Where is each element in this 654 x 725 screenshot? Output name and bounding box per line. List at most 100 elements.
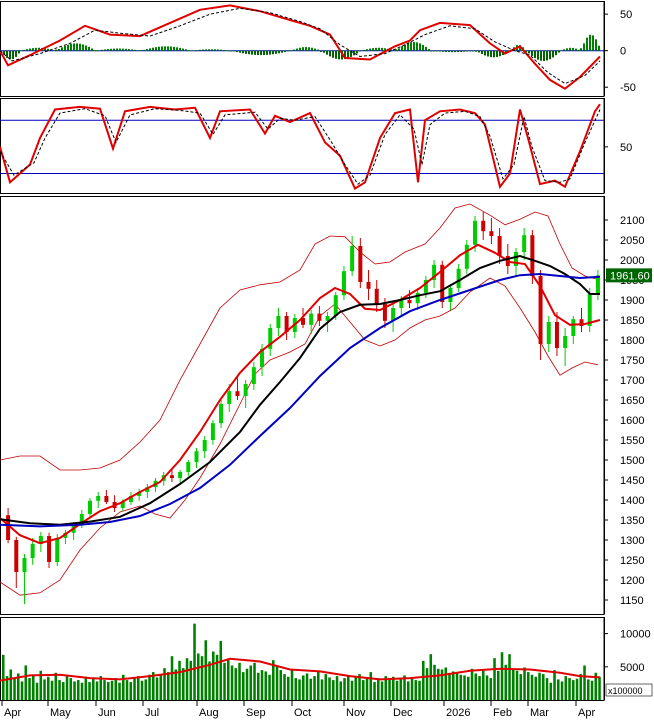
volume-bar [459, 674, 463, 700]
volume-bar [88, 682, 91, 700]
price-candle-body [120, 502, 125, 508]
macd-histogram-bar [64, 45, 66, 51]
price-candle-body [473, 220, 478, 245]
volume-bar [54, 672, 58, 700]
price-y-tick-label: 1850 [620, 315, 644, 327]
volume-bar [62, 682, 65, 700]
price-candle-body [47, 536, 52, 562]
price-candle-body [391, 308, 396, 321]
volume-unit-box [605, 683, 653, 697]
macd-histogram-bar [47, 48, 49, 51]
price-y-tick-label: 1200 [620, 575, 644, 587]
price-y-tick-label: 1550 [620, 435, 644, 447]
volume-bar [234, 668, 238, 700]
macd-histogram-bar [398, 48, 400, 51]
macd-histogram-bar [20, 50, 22, 52]
volume-bar [572, 680, 575, 700]
macd-histogram-bar [182, 48, 184, 51]
volume-bar [358, 674, 361, 700]
volume-bar [28, 678, 31, 700]
macd-histogram-bar [119, 48, 121, 51]
macd-histogram-bar [338, 50, 340, 60]
volume-bar [515, 670, 519, 700]
price-y-tick-label: 1650 [620, 395, 644, 407]
macd-histogram-bar [290, 50, 292, 51]
macd-histogram-bar [211, 49, 213, 51]
macd-histogram-bar [3, 50, 5, 55]
volume-bar [200, 656, 204, 700]
macd-histogram-bar [401, 46, 403, 51]
macd-histogram-bar [481, 50, 483, 55]
macd-histogram-bar [214, 49, 216, 51]
volume-bar [332, 680, 335, 700]
macd-histogram-bar [496, 50, 498, 57]
x-axis-tick-label: May [50, 707, 71, 719]
volume-bar [118, 682, 121, 700]
macd-histogram-bar [534, 50, 536, 59]
volume-bar [512, 669, 515, 700]
x-axis-tick-label: Apr [578, 707, 595, 719]
price-y-tick-label: 1400 [620, 495, 644, 507]
macd-histogram-bar [143, 49, 145, 51]
price-candle-body [423, 280, 428, 293]
macd-histogram-bar [558, 50, 560, 53]
price-candle-body [440, 264, 445, 302]
stochastic-y-tick-label: 50 [620, 142, 632, 154]
price-candle-body [538, 276, 543, 344]
macd-histogram-bar [167, 46, 169, 51]
macd-histogram-bar [193, 50, 195, 52]
macd-histogram-bar [278, 50, 280, 54]
macd-histogram-bar [356, 50, 358, 54]
macd-histogram-bar [164, 46, 166, 51]
price-candle-body [178, 472, 183, 478]
price-band-lower-line [0, 277, 599, 596]
volume-bar [354, 677, 358, 700]
macd-histogram-bar [552, 50, 554, 58]
macd-histogram-bar [260, 50, 262, 56]
macd-histogram-bar [416, 42, 418, 51]
macd-histogram-bar [478, 50, 480, 53]
volume-bar [452, 671, 455, 700]
price-candle-body [202, 440, 207, 452]
macd-histogram-bar [566, 48, 568, 51]
price-candle-body [30, 544, 35, 558]
macd-histogram-bar [281, 50, 283, 53]
volume-bar [437, 668, 440, 700]
x-axis-tick-label: Oct [294, 707, 311, 719]
chart-content [0, 4, 604, 700]
volume-bar [227, 660, 230, 700]
price-candle-body [563, 336, 568, 348]
volume-bar [598, 676, 601, 700]
volume-bar [5, 676, 9, 700]
last-price-badge [606, 268, 652, 283]
macd-histogram-bar [543, 50, 545, 61]
volume-bar [272, 660, 275, 700]
volume-bar [43, 679, 46, 700]
macd-histogram-bar [372, 48, 374, 51]
price-candle-body [374, 288, 379, 304]
price-ma-fast-line [0, 243, 601, 545]
price-candle-body [513, 252, 518, 266]
macd-histogram-bar [107, 49, 109, 51]
volume-bar [388, 679, 391, 700]
volume-bar [148, 674, 151, 700]
volume-bar [433, 664, 436, 700]
price-candle-body [571, 319, 576, 336]
price-candle-body [587, 294, 592, 326]
volume-bar [32, 674, 35, 700]
macd-signal-line [0, 7, 601, 85]
volume-bar [170, 656, 174, 700]
volume-bar [174, 669, 178, 700]
macd-histogram-bar [15, 50, 17, 57]
volume-bar [253, 662, 256, 700]
price-candle-body [137, 492, 142, 496]
volume-bar [347, 676, 350, 700]
volume-bar [103, 680, 106, 700]
volume-bar [110, 680, 114, 700]
price-candle-body [579, 319, 584, 326]
macd-histogram-bar [463, 50, 465, 52]
volume-bar [193, 623, 196, 700]
volume-bar [489, 678, 493, 700]
volume-bar [365, 678, 369, 700]
